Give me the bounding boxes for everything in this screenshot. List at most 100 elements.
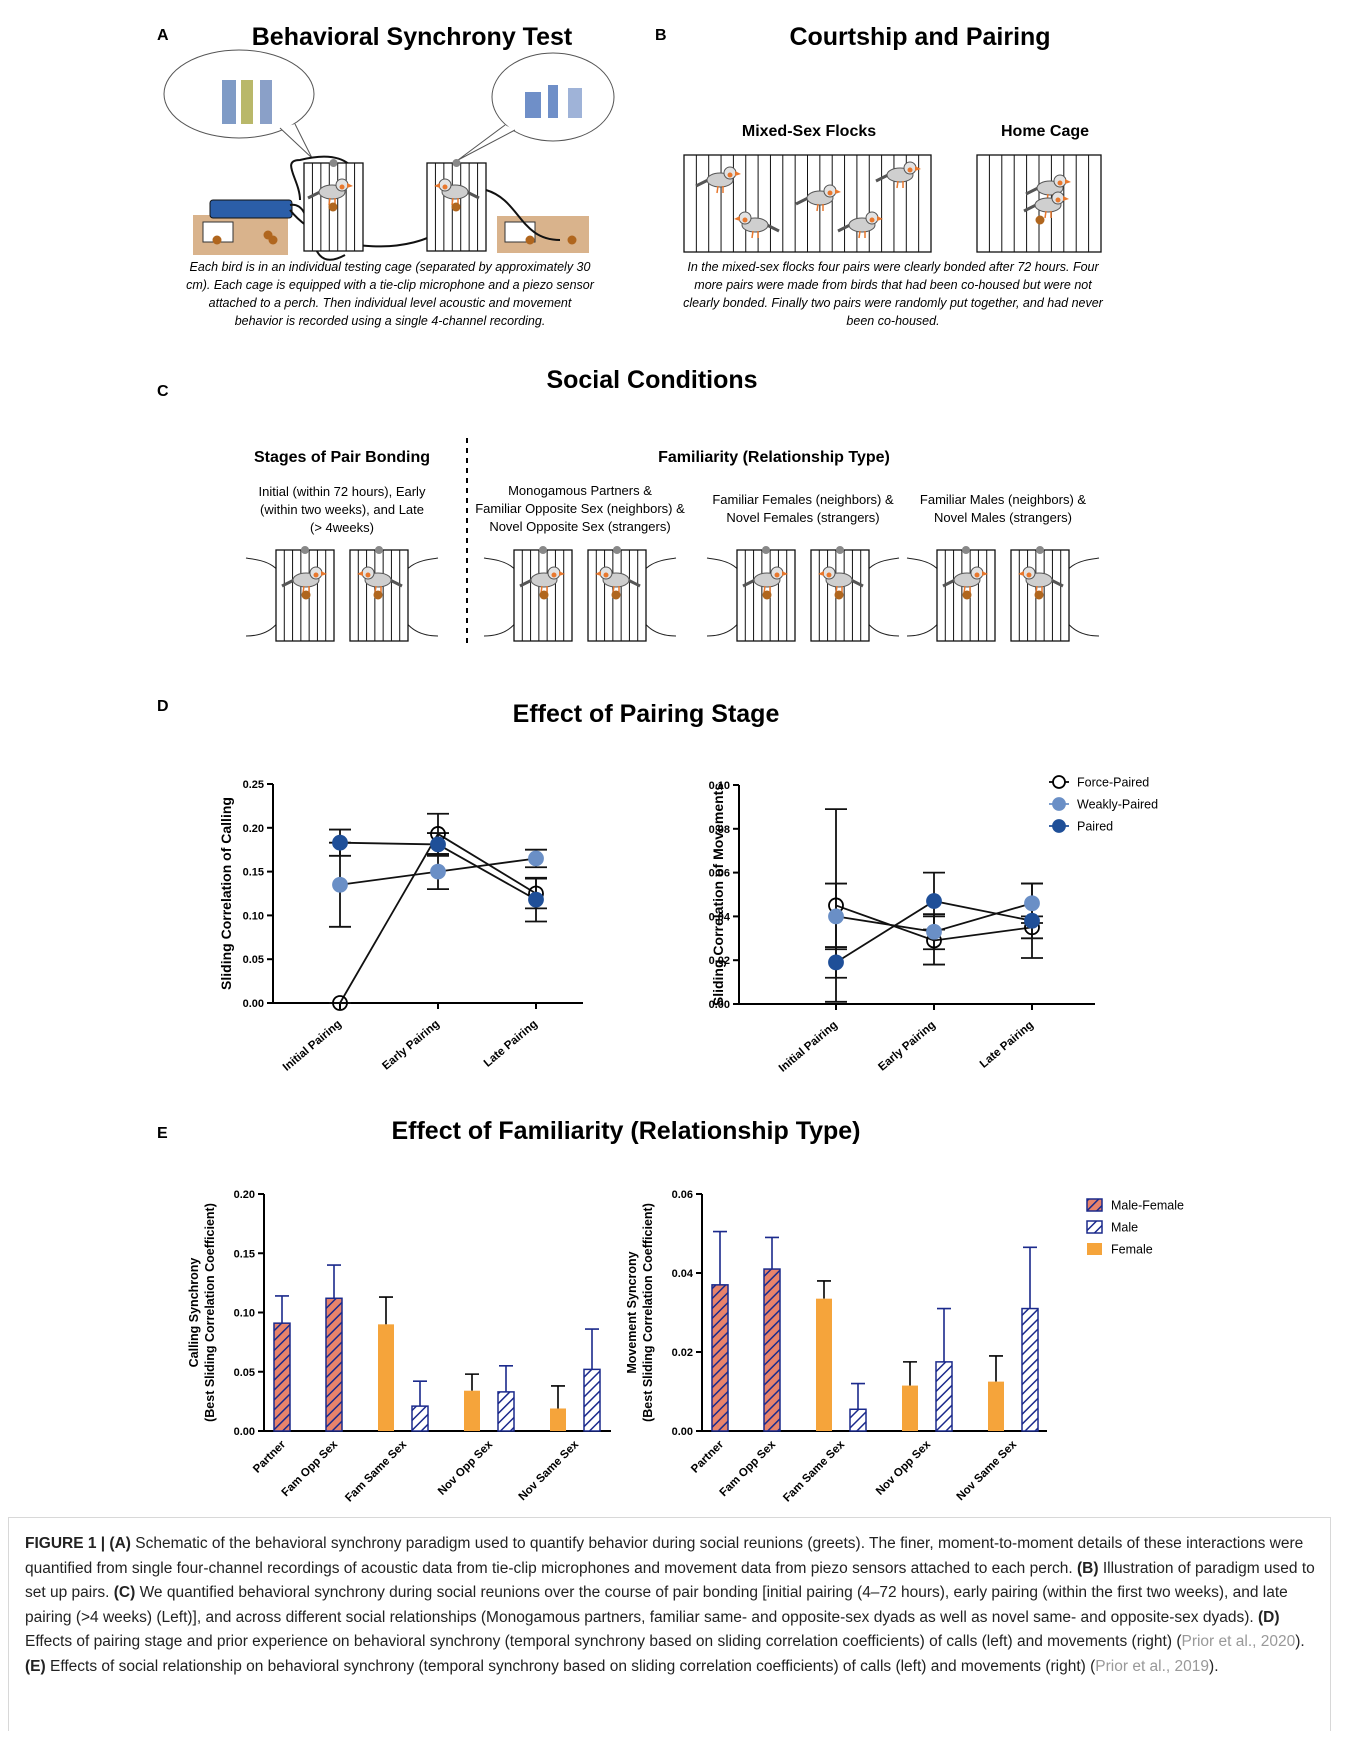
piezo-sensor [540, 591, 549, 600]
bar [464, 1391, 480, 1431]
panel-label: A [157, 27, 169, 44]
microphone [613, 546, 621, 554]
legend-label: Weakly-Paired [1077, 798, 1158, 812]
y-tick-label: 0.20 [234, 1189, 255, 1201]
bubble-tail [458, 125, 515, 160]
microphone [375, 546, 383, 554]
x-tick-label: Nov Same Sex [955, 1438, 1020, 1503]
bar [816, 1299, 832, 1431]
caption-b: In the mixed-sex flocks four pairs were … [683, 260, 1104, 328]
condition-text: Monogamous Partners & [508, 483, 652, 498]
panel-title: Social Conditions [546, 366, 757, 394]
error-bar [413, 1381, 427, 1406]
microphone [836, 546, 844, 554]
x-tick-label: Nov Same Sex [517, 1438, 582, 1503]
caption-line: Each bird is in an individual testing ca… [190, 260, 591, 274]
y-tick-label: 0.05 [234, 1367, 255, 1379]
bubble-tail [280, 124, 312, 158]
error-bar [903, 1362, 917, 1386]
spectrogram [525, 92, 541, 118]
bar [412, 1406, 428, 1431]
x-tick-label: Partner [689, 1438, 726, 1475]
condition-text: (> 4weeks) [310, 520, 374, 535]
condition-text: Novel Males (strangers) [934, 510, 1072, 525]
caption-link[interactable]: Prior et al., 2020 [1181, 1633, 1295, 1650]
bird-cheek [340, 185, 345, 190]
x-tick-label: Late Pairing [978, 1019, 1036, 1071]
microphone [330, 159, 338, 167]
bird-cheek [443, 185, 448, 190]
piezo-sensor [763, 591, 772, 600]
bird-cheek [1056, 198, 1061, 203]
error-bar [551, 1386, 565, 1409]
bar [902, 1386, 918, 1431]
point [927, 894, 941, 908]
microphone [762, 546, 770, 554]
caption-line: more pairs were made from birds that had… [694, 278, 1092, 292]
caption-plain: We quantified behavioral synchrony durin… [25, 1584, 1288, 1626]
y-tick-label: 0.00 [243, 998, 264, 1010]
y-tick-label: 0.25 [243, 779, 264, 791]
caption-line: been co-housed. [846, 314, 939, 328]
legend-marker [1053, 798, 1065, 810]
point [829, 955, 843, 969]
subtitle: Home Cage [1001, 123, 1089, 140]
figure: A Behavioral Synchrony Test Each bird is… [0, 0, 1357, 1515]
x-tick-label: Early Pairing [380, 1018, 442, 1072]
spectrogram [241, 80, 253, 124]
x-tick-label: Early Pairing [876, 1019, 938, 1073]
bar [936, 1362, 952, 1431]
y-axis-title: (Best Sliding Correlation Coefficient) [203, 1203, 217, 1422]
piezo-sensor [264, 231, 273, 240]
page: {"panels":[ {"label":"A","title":"Behavi… [0, 0, 1357, 1737]
legend-marker [1053, 820, 1065, 832]
point [333, 878, 347, 892]
bar [1022, 1309, 1038, 1431]
point [1025, 914, 1039, 928]
legend-label: Male [1111, 1221, 1138, 1235]
microphone [962, 546, 970, 554]
legend-swatch [1087, 1199, 1102, 1211]
bird-cheek [827, 573, 832, 578]
piezo-sensor [1036, 216, 1045, 225]
caption-link[interactable]: Prior et al., 2019 [1095, 1658, 1209, 1675]
caption-bold: FIGURE 1 | (A) [25, 1535, 131, 1552]
bird-cheek [870, 218, 875, 223]
error-bar [1023, 1247, 1037, 1308]
bar [326, 1298, 342, 1431]
condition-text: Familiar Males (neighbors) & [920, 492, 1086, 507]
point [529, 893, 543, 907]
bird-cheek [1058, 181, 1063, 186]
y-tick-label: 0.10 [243, 910, 264, 922]
error-bar [851, 1384, 865, 1410]
condition-text: Initial (within 72 hours), Early [259, 484, 426, 499]
x-tick-label: Partner [251, 1438, 288, 1475]
legend-label: Force-Paired [1077, 776, 1149, 790]
piezo-sensor [213, 236, 222, 245]
caption-a: Each bird is in an individual testing ca… [186, 260, 595, 328]
heading: Stages of Pair Bonding [254, 449, 430, 466]
legend-label: Male-Female [1111, 1199, 1184, 1213]
caption-line: cm). Each cage is equipped with a tie-cl… [186, 278, 595, 292]
point [431, 865, 445, 879]
bar [712, 1285, 728, 1431]
error-bar [989, 1356, 1003, 1382]
bird-cheek [775, 573, 780, 578]
panel-title: Courtship and Pairing [789, 23, 1050, 51]
panel-title: Behavioral Synchrony Test [252, 23, 573, 51]
x-tick-label: Fam Same Sex [343, 1438, 409, 1504]
bar [550, 1408, 566, 1431]
caption-bold: (D) [1258, 1609, 1280, 1626]
x-tick-label: Fam Opp Sex [718, 1438, 779, 1499]
bird-cheek [828, 191, 833, 196]
bar [988, 1382, 1004, 1431]
bar [498, 1392, 514, 1431]
caption-line: behavior is recorded using a single 4-ch… [235, 314, 546, 328]
caption-plain: ). [1209, 1658, 1218, 1675]
bird-cheek [975, 573, 980, 578]
y-axis-title: Calling Synchrony [187, 1258, 201, 1368]
y-tick-label: 0.04 [672, 1268, 694, 1280]
y-tick-label: 0.15 [234, 1248, 255, 1260]
caption-bold: (B) [1077, 1560, 1099, 1577]
point [333, 836, 347, 850]
